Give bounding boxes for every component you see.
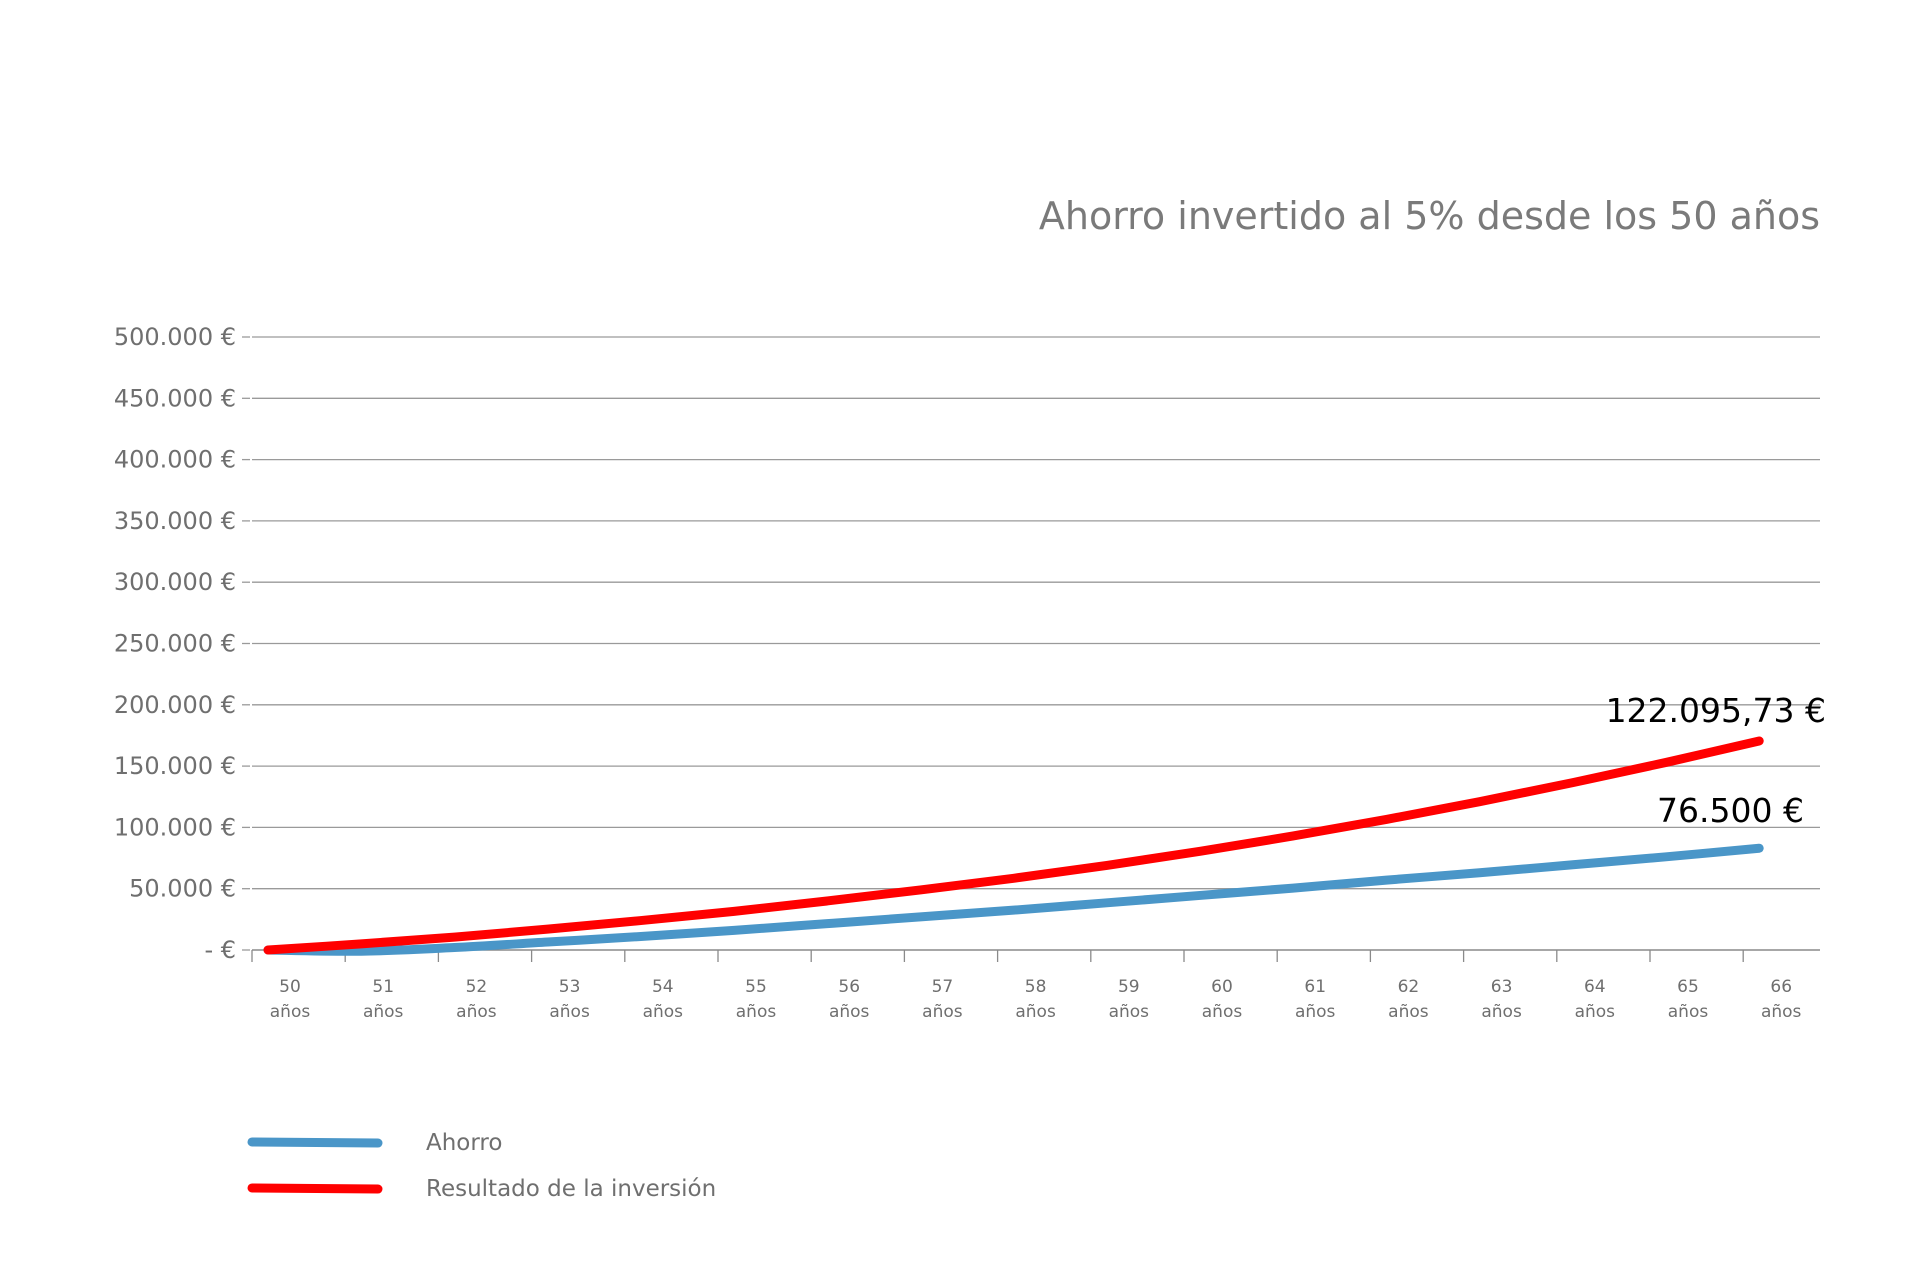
y-tick-label: 400.000 € (114, 446, 236, 474)
x-tick-label: 64 años (1575, 977, 1616, 1022)
x-tick-label: 66 años (1761, 977, 1802, 1022)
series-line-ahorro (263, 843, 1764, 956)
x-tick-label: 53 años (549, 977, 590, 1022)
series-line-resultado (263, 736, 1764, 955)
gridlines (252, 336, 1820, 890)
y-tick-label: 50.000 € (129, 875, 236, 903)
x-tick-label: 65 años (1668, 977, 1709, 1022)
end-value-label: 76.500 € (1657, 791, 1804, 830)
legend-swatch (247, 1183, 383, 1194)
chart-title: Ahorro invertido al 5% desde los 50 años (1039, 194, 1820, 238)
x-tick-label: 54 años (643, 977, 684, 1022)
y-tick-label: 450.000 € (114, 384, 236, 412)
y-tick-label: 300.000 € (114, 568, 236, 596)
y-tick-label: 150.000 € (114, 752, 236, 780)
y-tick-label: 350.000 € (114, 507, 236, 535)
y-tick-label: 200.000 € (114, 691, 236, 719)
y-tick-label: 500.000 € (114, 323, 236, 351)
x-tick-label: 59 años (1109, 977, 1150, 1022)
y-tick-label: - € (204, 936, 236, 964)
legend-label: Ahorro (426, 1130, 502, 1156)
end-labels: 76.500 € 122.095,73 € (1606, 691, 1826, 830)
y-tick-label: 100.000 € (114, 813, 236, 841)
y-tick-label: 250.000 € (114, 630, 236, 658)
x-tick-label: 55 años (736, 977, 777, 1022)
x-tick-label: 61 años (1295, 977, 1336, 1022)
x-tick-label: 52 años (456, 977, 497, 1022)
x-tick-label: 60 años (1202, 977, 1243, 1022)
series (263, 736, 1764, 956)
x-tick-label: 62 años (1388, 977, 1429, 1022)
x-tick-label: 58 años (1015, 977, 1056, 1022)
legend-label: Resultado de la inversión (426, 1176, 716, 1202)
x-axis: 50 años 51 años 52 años 53 años 54 años 55 años 56 añ… (251, 949, 1820, 1022)
y-axis: - € 50.000 € 100.000 € 150.000 € 200.000 € 25… (114, 323, 250, 964)
x-tick-label: 56 años (829, 977, 870, 1022)
x-tick-label: 57 años (922, 977, 963, 1022)
end-value-label: 122.095,73 € (1606, 691, 1826, 730)
x-tick-label: 63 años (1481, 977, 1522, 1022)
legend: Ahorro Resultado de la inversión (247, 1130, 716, 1202)
legend-swatch (247, 1137, 383, 1148)
x-tick-label: 50 años (270, 977, 311, 1022)
x-tick-label: 51 años (363, 977, 404, 1022)
